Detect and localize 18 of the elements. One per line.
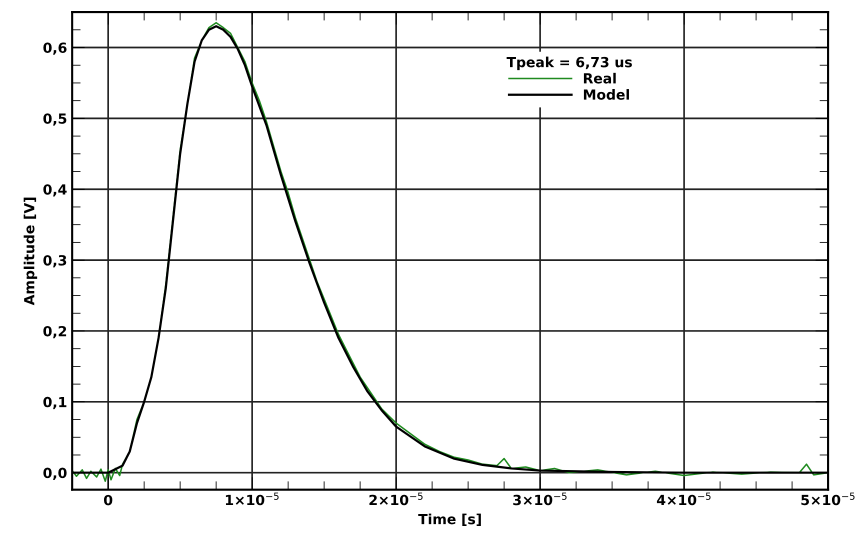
x-tick-label: 5×10$^{−5}$ (801, 492, 855, 506)
x-tick-label: 3×10$^{−5}$ (513, 492, 567, 506)
legend-title: Tpeak = 6,73 us (506, 56, 632, 70)
y-tick-label: 0,0 (43, 468, 67, 480)
y-tick-label: 0,1 (43, 396, 66, 410)
y-tick-label: 0,4 (43, 184, 67, 196)
x-axis-title: Time [s] (418, 514, 481, 526)
x-tick-label: 1×10$^{−5}$ (226, 492, 279, 506)
y-tick-label: 0,2 (43, 326, 66, 338)
x-tick-label: 0 (104, 494, 112, 506)
y-axis-title: Amplitude [V] (24, 198, 38, 306)
x-tick-label: 4×10$^{−5}$ (656, 492, 711, 506)
y-tick-label: 0,3 (43, 255, 66, 268)
x-tick-label: 2×10$^{−5}$ (369, 492, 423, 506)
legend-label: Real (584, 72, 616, 84)
legend-label: Model (584, 89, 629, 100)
y-tick-label: 0,6 (43, 42, 67, 55)
y-tick-label: 0,5 (43, 113, 66, 126)
